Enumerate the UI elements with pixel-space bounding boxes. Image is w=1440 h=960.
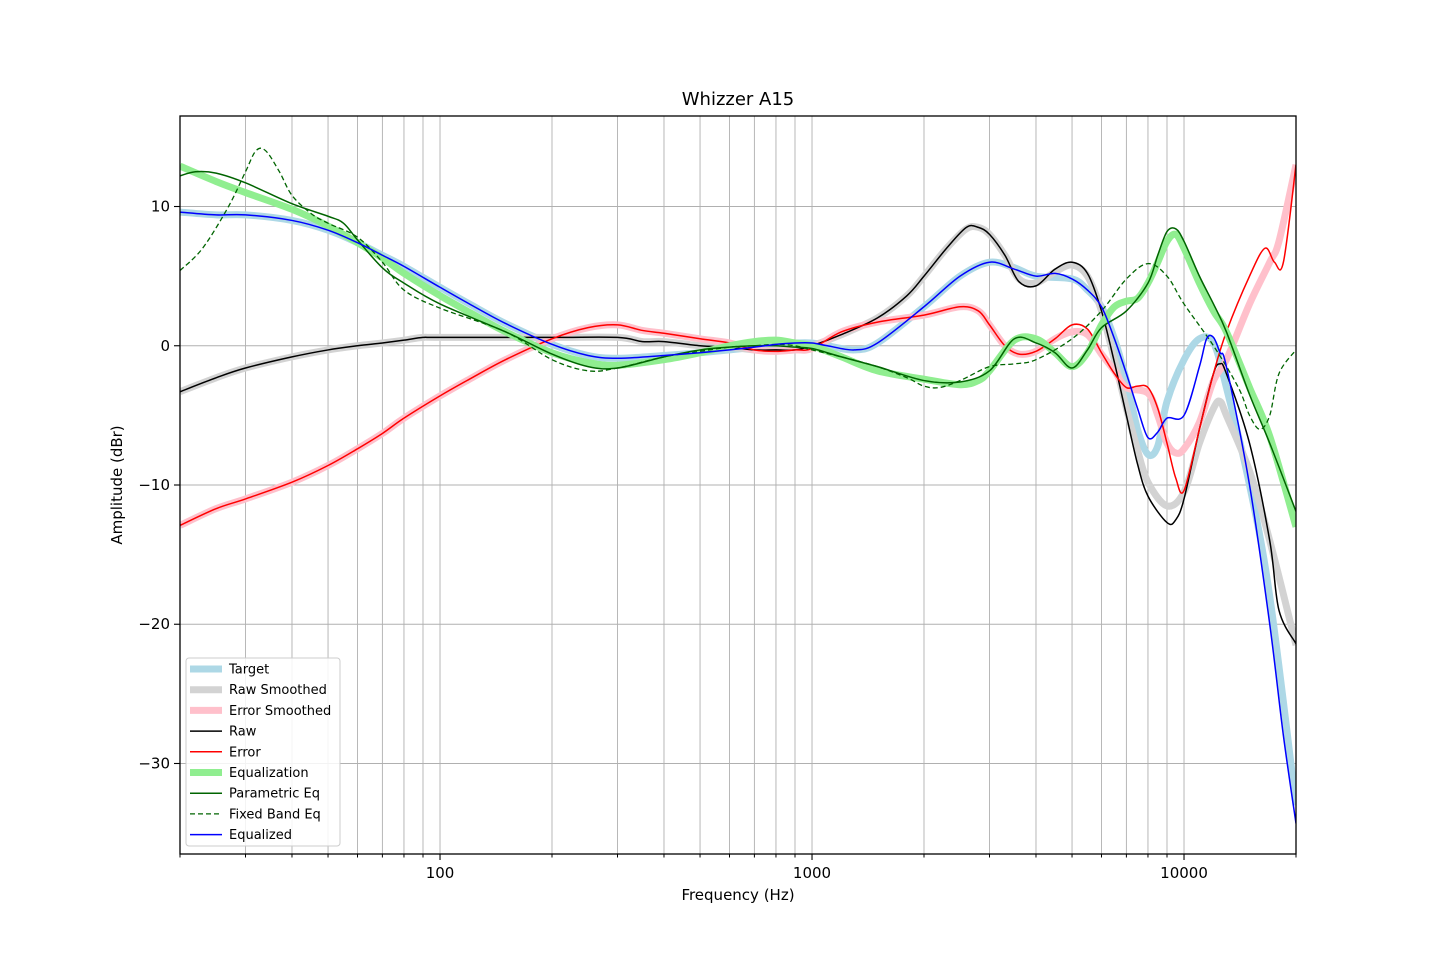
legend-label-equalized: Equalized xyxy=(229,828,292,843)
y-tick-label: −20 xyxy=(138,615,170,633)
legend-label-parametric-eq: Parametric Eq xyxy=(229,787,320,802)
x-tick-label: 100 xyxy=(426,864,455,882)
y-tick-label: −30 xyxy=(138,754,170,772)
series-line-raw xyxy=(180,224,1296,645)
y-axis-label: Amplitude (dBr) xyxy=(108,425,126,544)
chart-title: Whizzer A15 xyxy=(682,89,795,110)
series-line-error xyxy=(180,164,1296,527)
legend-label-raw-smoothed: Raw Smoothed xyxy=(229,683,327,698)
x-tick-label: 10000 xyxy=(1160,864,1208,882)
legend-label-target: Target xyxy=(228,663,269,678)
series-line-equalized xyxy=(180,211,1296,824)
legend-box xyxy=(185,657,341,847)
legend-label-error: Error xyxy=(229,745,261,760)
x-axis-label: Frequency (Hz) xyxy=(681,886,794,904)
legend-label-fixed-band-eq: Fixed Band Eq xyxy=(229,807,321,822)
series-line-parametric-eq xyxy=(180,170,1296,512)
legend-label-error-smoothed: Error Smoothed xyxy=(229,704,331,719)
data-series xyxy=(180,147,1296,824)
legend: Target Raw Smoothed Error Smoothed Raw Error… xyxy=(185,657,341,847)
y-tick-label: 0 xyxy=(160,337,170,355)
grid-lines xyxy=(179,116,1297,854)
y-tick-label: −10 xyxy=(138,476,170,494)
legend-label-equalization: Equalization xyxy=(229,766,309,781)
legend-label-raw: Raw xyxy=(229,725,257,740)
y-tick-label: 10 xyxy=(151,198,170,216)
series-line-equalization xyxy=(180,162,1296,528)
series-line-fixed-band-eq xyxy=(180,147,1296,430)
legend-items: Target Raw Smoothed Error Smoothed Raw Error… xyxy=(190,663,331,843)
x-tick-label: 1000 xyxy=(793,864,831,882)
series-group xyxy=(180,147,1296,824)
